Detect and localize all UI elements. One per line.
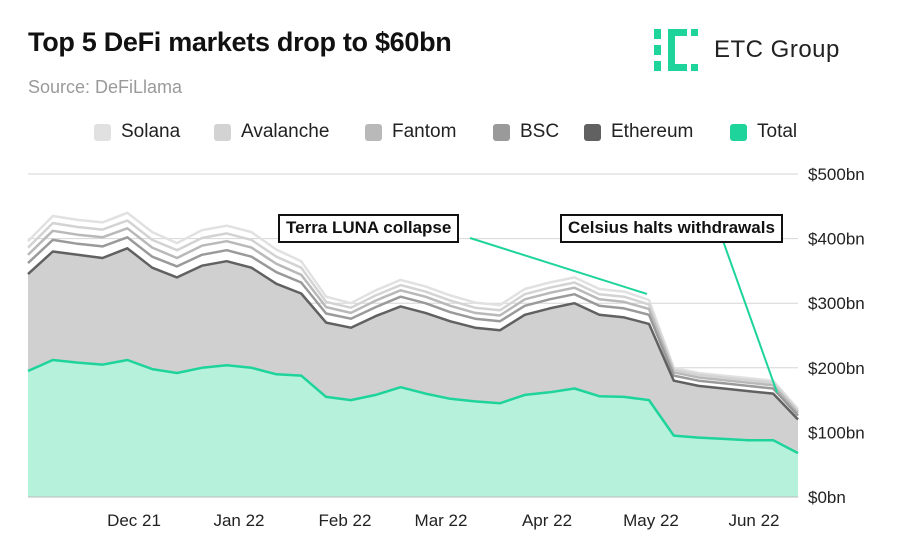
y-tick-label: $300bn <box>808 294 865 313</box>
x-tick-label: Feb 22 <box>319 511 372 530</box>
legend-item-avalanche: Avalanche <box>214 119 329 145</box>
bsc-series-line <box>27 236 799 417</box>
legend-label: BSC <box>520 121 560 142</box>
x-tick-label: Mar 22 <box>415 511 468 530</box>
total-area <box>28 360 798 497</box>
legend-item-bsc: BSC <box>493 119 559 145</box>
annotation-celsius: Celsius halts withdrawals <box>560 214 783 243</box>
y-tick-label: $0bn <box>808 488 846 507</box>
etc-bracket-logo-icon <box>654 29 698 71</box>
legend-swatch <box>584 123 601 141</box>
annotation-leader-terra <box>469 237 648 295</box>
legend-label: Fantom <box>392 121 457 142</box>
y-tick-label: $100bn <box>808 423 865 442</box>
annotation-terra-luna: Terra LUNA collapse <box>278 214 460 243</box>
x-tick-label: May 22 <box>623 511 679 530</box>
total-series-line <box>27 358 799 455</box>
brand-logo: ETC Group <box>652 27 867 73</box>
chart-title: Top 5 DeFi markets drop to $60bn <box>28 27 452 57</box>
fantom-series-line <box>27 227 799 414</box>
legend-label: Total <box>757 121 798 142</box>
legend-item-fantom: Fantom <box>365 119 456 145</box>
brand-name: ETC Group <box>714 36 840 63</box>
annotation-leader-celsius <box>721 237 779 394</box>
y-tick-label: $500bn <box>808 165 865 184</box>
x-tick-label: Dec 21 <box>107 511 161 530</box>
y-tick-label: $400bn <box>808 230 865 249</box>
legend-item-solana: Solana <box>94 119 180 145</box>
legend-swatch <box>730 123 747 141</box>
legend-item-total: Total <box>730 119 797 145</box>
x-tick-label: Jan 22 <box>213 511 264 530</box>
legend-label: Ethereum <box>611 121 694 142</box>
x-tick-label: Jun 22 <box>728 511 779 530</box>
chart-subtitle: Source: DeFiLlama <box>28 77 183 97</box>
legend-label: Avalanche <box>241 121 330 142</box>
legend-swatch <box>214 123 231 141</box>
legend-swatch <box>365 123 382 141</box>
legend-swatch <box>94 123 111 141</box>
legend-item-ethereum: Ethereum <box>584 119 693 145</box>
y-tick-label: $200bn <box>808 359 865 378</box>
legend-label: Solana <box>121 121 181 142</box>
ethereum-series-line <box>27 247 799 421</box>
legend-swatch <box>493 123 510 141</box>
chart-legend: Solana Avalanche Fantom BSC Ethereum Tot… <box>0 119 899 145</box>
x-tick-label: Apr 22 <box>522 511 572 530</box>
